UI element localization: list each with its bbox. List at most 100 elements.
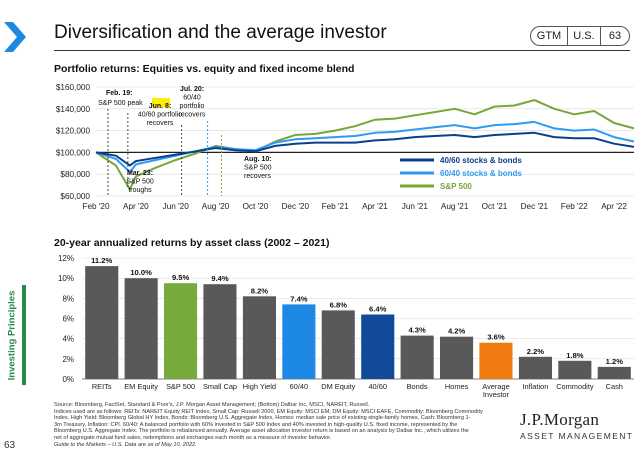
- title-divider: [54, 50, 630, 51]
- annotation-label: Mar. 23:: [127, 170, 153, 177]
- footnote-line: Guide to the Markets – U.S. Data are as …: [54, 441, 197, 448]
- x-tick-label: Oct '21: [482, 202, 508, 211]
- bar-value-label: 7.4%: [290, 294, 308, 303]
- annotation-label: Jul. 20:: [180, 86, 204, 93]
- line-chart-title: Portfolio returns: Equities vs. equity a…: [54, 63, 355, 75]
- asset-class-bar-chart: 0% 2% 4% 6% 8% 10% 12% 11.2% REITs 10.0% EM Equity…: [58, 254, 634, 398]
- footnote-line: Index, High Yield: Bloomberg Global HY I…: [54, 415, 471, 422]
- y-tick-label: 2%: [62, 355, 74, 364]
- bar: [124, 278, 158, 379]
- annotation-label: recovers: [244, 173, 271, 180]
- section-marker: [22, 285, 26, 385]
- page-number: 63: [4, 440, 16, 451]
- bar-value-label: 6.4%: [369, 305, 387, 314]
- y-tick-label: $80,000: [60, 170, 90, 179]
- annotation-label: S&P 500: [244, 165, 272, 172]
- bar: [479, 342, 513, 379]
- y-tick-label: 12%: [58, 254, 74, 263]
- series-line: [95, 99, 635, 191]
- bar-value-label: 8.2%: [251, 286, 269, 295]
- logo-subtitle: ASSET MANAGEMENT: [520, 431, 634, 441]
- portfolio-line-chart: $60,000 $80,000 $100,000 $120,000 $140,000 $1…: [56, 83, 635, 211]
- badge-page-number: 63: [600, 26, 630, 46]
- annotation-highlight: [152, 98, 170, 107]
- bar-value-label: 1.2%: [606, 357, 624, 366]
- category-label: 60/40: [290, 382, 309, 391]
- footnote-line: 3m Treasury, Inflation: CPI. 60/40: A ba…: [54, 421, 458, 428]
- bar: [242, 296, 276, 379]
- bar: [164, 283, 198, 379]
- bar: [518, 356, 552, 379]
- bar-chart-title: 20-year annualized returns by asset clas…: [54, 237, 330, 249]
- page-title: Diversification and the average investor: [54, 22, 387, 43]
- category-label: Commodity: [556, 382, 594, 391]
- x-tick-label: Feb '20: [82, 202, 109, 211]
- bar: [321, 310, 355, 379]
- bar-value-label: 9.4%: [211, 274, 229, 283]
- annotation-label: Jun. 8:: [149, 103, 172, 110]
- x-tick-label: Jun '20: [163, 202, 190, 211]
- sidebar: Investing Principles 63: [0, 0, 28, 458]
- legend-label: 60/40 stocks & bonds: [440, 169, 522, 178]
- y-tick-label: $120,000: [56, 127, 91, 136]
- category-label: Small Cap: [203, 382, 237, 391]
- x-tick-label: Apr '22: [601, 202, 627, 211]
- logo-wordmark: J.P.Morgan: [520, 410, 600, 429]
- badge-gtm: GTM: [530, 26, 568, 46]
- category-label: 40/60: [368, 382, 387, 391]
- bar-value-label: 10.0%: [130, 268, 152, 277]
- legend-label: 40/60 stocks & bonds: [440, 156, 522, 165]
- x-tick-label: Dec '21: [521, 202, 549, 211]
- category-label: Cash: [606, 382, 623, 391]
- category-label: High Yield: [243, 382, 276, 391]
- section-label: Investing Principles: [6, 290, 18, 380]
- bar: [282, 304, 316, 379]
- category-label: REITs: [92, 382, 112, 391]
- annotation-label: Feb. 19:: [106, 90, 132, 97]
- y-tick-label: $160,000: [56, 83, 91, 92]
- bar: [400, 335, 434, 379]
- bar-value-label: 2.2%: [527, 347, 545, 356]
- footnote-line: net of aggregate mutual fund sales, rede…: [54, 434, 332, 441]
- x-tick-label: Aug '21: [441, 202, 469, 211]
- footnote-line: Source: Bloomberg, FactSet, Standard & P…: [54, 402, 370, 408]
- bar-value-label: 11.2%: [91, 256, 112, 265]
- y-tick-label: 6%: [62, 315, 74, 324]
- series-line: [95, 131, 635, 167]
- bar-value-label: 6.8%: [330, 300, 348, 309]
- x-tick-label: Apr '20: [123, 202, 149, 211]
- category-label: EM Equity: [124, 382, 158, 391]
- annotation-label: recovers: [147, 120, 174, 127]
- annotation-label: 60/40: [183, 95, 201, 102]
- annotation-label: recovers: [179, 112, 206, 119]
- bar-value-label: 3.6%: [487, 333, 505, 342]
- annotation-label: Aug. 10:: [244, 156, 272, 163]
- y-tick-label: 10%: [58, 274, 74, 283]
- category-label: DM Equity: [321, 382, 355, 391]
- bar-value-label: 9.5%: [172, 273, 190, 282]
- footnote-line: Indices used are as follows: REITs: NARE…: [54, 408, 483, 415]
- series-line: [95, 120, 635, 173]
- y-tick-label: $60,000: [60, 192, 90, 201]
- annotation-label: S&P 500: [126, 179, 154, 186]
- badge-region: U.S.: [567, 26, 601, 46]
- x-tick-label: Oct '20: [243, 202, 269, 211]
- category-label: Bonds: [407, 382, 428, 391]
- y-tick-label: $100,000: [56, 148, 91, 157]
- category-label: Average: [482, 382, 509, 391]
- y-tick-label: 8%: [62, 294, 74, 303]
- bar: [203, 284, 237, 379]
- jp-morgan-logo: J.P.Morgan ASSET MANAGEMENT: [520, 410, 635, 441]
- bar-value-label: 4.2%: [448, 327, 466, 336]
- annotation-label: 40/60 portfolio: [138, 112, 182, 119]
- category-label: Homes: [445, 382, 469, 391]
- x-tick-label: Feb '21: [322, 202, 349, 211]
- y-tick-label: 4%: [62, 335, 74, 344]
- footnote-line: Bloomberg U.S. Aggregate Index. The port…: [54, 428, 469, 435]
- x-tick-label: Feb '22: [561, 202, 588, 211]
- bar-value-label: 4.3%: [408, 326, 426, 335]
- x-tick-label: Dec '20: [282, 202, 310, 211]
- x-tick-label: Jun '21: [402, 202, 429, 211]
- y-tick-label: 0%: [62, 375, 74, 384]
- y-tick-label: $140,000: [56, 105, 91, 114]
